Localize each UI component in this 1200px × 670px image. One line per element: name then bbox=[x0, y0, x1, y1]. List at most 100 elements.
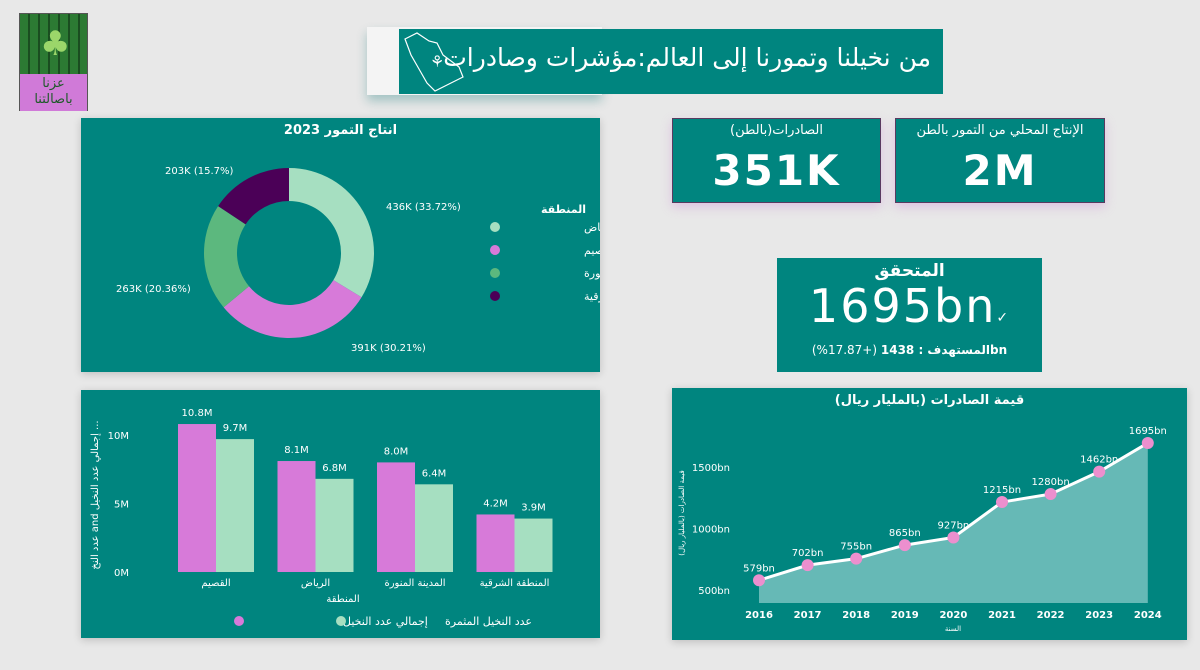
x-axis-title: المنطقة bbox=[326, 594, 359, 605]
legend-marker bbox=[490, 245, 500, 255]
bar-data-label: 6.4M bbox=[422, 468, 447, 479]
bar-data-label: 3.9M bbox=[521, 503, 546, 514]
bar-data-label: 10.8M bbox=[182, 408, 213, 419]
donut-data-label: 391K (30.21%) bbox=[351, 343, 426, 354]
x-tick-label: 2017 bbox=[794, 610, 822, 621]
data-point bbox=[753, 574, 765, 587]
x-tick-label: 2021 bbox=[988, 610, 1016, 621]
data-point bbox=[1141, 437, 1154, 450]
donut-slice bbox=[223, 280, 362, 338]
legend-item: إجمالي عدد النخيل bbox=[343, 615, 428, 628]
y-tick-label: 500bn bbox=[698, 586, 730, 597]
legend-marker bbox=[336, 616, 346, 626]
point-data-label: 1462bn bbox=[1080, 455, 1118, 466]
bar bbox=[277, 461, 316, 572]
x-tick-label: 2019 bbox=[891, 610, 919, 621]
data-point bbox=[947, 531, 960, 544]
data-point bbox=[1093, 465, 1106, 478]
x-category-label: المدينة المنورة bbox=[384, 578, 445, 589]
target-text: bnالمستهدف : 1438 bbox=[880, 343, 1008, 357]
donut-slice bbox=[218, 168, 289, 225]
bar bbox=[315, 478, 354, 572]
palm-tree-icon: ♣ bbox=[40, 24, 71, 64]
check-icon: ✓ bbox=[996, 310, 1011, 326]
point-data-label: 927bn bbox=[938, 520, 970, 531]
donut-slice bbox=[289, 168, 375, 298]
legend-marker bbox=[490, 222, 500, 232]
bar bbox=[178, 424, 216, 572]
donut-data-label: 436K (33.72%) bbox=[386, 202, 461, 213]
y-axis-title: عدد النخ and إجمالي عدد النخيل ... bbox=[90, 420, 101, 569]
exports-label: الصادرات(بالطن) bbox=[730, 123, 823, 138]
data-point bbox=[850, 552, 863, 565]
data-point bbox=[1044, 488, 1057, 501]
exports-tons-card: الصادرات(بالطن) 351K bbox=[672, 118, 881, 203]
y-tick-label: 10M bbox=[108, 431, 129, 442]
bar bbox=[216, 439, 254, 572]
bar bbox=[377, 462, 415, 572]
title-banner: ⚘ من نخيلنا وتمورنا إلى العالم:مؤشرات وص… bbox=[399, 29, 943, 94]
y-tick-label: 1500bn bbox=[692, 463, 730, 474]
bar-data-label: 8.1M bbox=[284, 445, 309, 456]
point-data-label: 1280bn bbox=[1032, 477, 1070, 488]
x-tick-label: 2024 bbox=[1134, 610, 1162, 621]
bar-chart: 0M 5M 10M 10.8M 9.7M القصيم 8.1M 6.8M الرياض 8.0M… bbox=[90, 408, 553, 628]
donut-slice bbox=[204, 206, 250, 308]
point-data-label: 579bn bbox=[743, 563, 775, 574]
x-tick-label: 2018 bbox=[842, 610, 870, 621]
bar bbox=[514, 518, 553, 572]
line-title: قيمة الصادرات (بالمليار ريال) bbox=[834, 393, 1025, 408]
x-category-label: الرياض bbox=[301, 578, 330, 589]
bar-data-label: 9.7M bbox=[223, 423, 248, 434]
donut-data-label: 263K (20.36%) bbox=[116, 284, 191, 295]
x-category-label: المنطقة الشرقية bbox=[480, 578, 550, 589]
legend-title: المنطقة bbox=[541, 203, 586, 216]
y-tick-label: 5M bbox=[114, 500, 129, 511]
area-chart: 500bn 1000bn 1500bn 579bn 2016 702bn 2017 755bn… bbox=[678, 426, 1167, 633]
y-tick-label: 1000bn bbox=[692, 525, 730, 536]
y-axis-title: قيمة الصادرات (بالمليار ريال) bbox=[678, 470, 686, 555]
production-value: 2M bbox=[962, 146, 1038, 195]
point-data-label: 865bn bbox=[889, 528, 921, 539]
logo-text-2: باصالتنا bbox=[34, 92, 73, 107]
donut-chart: 436K (33.72%) 391K (30.21%) 263K (20.36%) 2… bbox=[116, 166, 600, 354]
palms-bar-card: 0M 5M 10M 10.8M 9.7M القصيم 8.1M 6.8M الرياض 8.0M… bbox=[81, 390, 600, 638]
target-change: (+17.87%) bbox=[811, 343, 878, 357]
bar-data-label: 6.8M bbox=[322, 463, 347, 474]
achieved-value: 1695bn bbox=[808, 279, 997, 333]
y-tick-label: 0M bbox=[114, 568, 129, 579]
point-data-label: 1215bn bbox=[983, 485, 1021, 496]
x-tick-label: 2016 bbox=[745, 610, 773, 621]
point-data-label: 755bn bbox=[840, 542, 872, 553]
exports-value-card: قيمة الصادرات (بالمليار ريال) 500bn 1000b… bbox=[672, 388, 1187, 640]
svg-text:⚘: ⚘ bbox=[430, 52, 444, 71]
x-category-label: القصيم bbox=[201, 578, 230, 589]
logo: ♣ عزنا باصالتنا bbox=[19, 13, 88, 111]
data-point bbox=[996, 496, 1008, 509]
point-data-label: 702bn bbox=[792, 548, 824, 559]
legend-marker bbox=[490, 291, 500, 301]
legend-item: الرياض bbox=[584, 221, 600, 234]
legend-marker bbox=[234, 616, 244, 626]
data-point bbox=[898, 539, 911, 552]
x-tick-label: 2020 bbox=[939, 610, 967, 621]
saudi-map-icon: ⚘ bbox=[404, 32, 464, 92]
bar-data-label: 8.0M bbox=[384, 446, 409, 457]
x-axis-title: السنة bbox=[945, 625, 961, 633]
legend-item: المنطقة الشرقية bbox=[584, 290, 600, 303]
logo-text-1: عزنا bbox=[42, 76, 65, 91]
legend-item: القصيم bbox=[584, 244, 600, 257]
x-tick-label: 2022 bbox=[1037, 610, 1065, 621]
data-point bbox=[801, 559, 814, 572]
page-title: من نخيلنا وتمورنا إلى العالم:مؤشرات وصاد… bbox=[443, 43, 931, 72]
exports-value: 351K bbox=[712, 146, 841, 195]
production-label: الإنتاج المحلي من التمور بالطن bbox=[916, 123, 1084, 138]
donut-title: انتاج التمور 2023 bbox=[283, 123, 398, 138]
point-data-label: 1695bn bbox=[1129, 426, 1167, 437]
legend-item: عدد النخيل المثمرة bbox=[445, 615, 532, 628]
achieved-card: المتحقق 1695bn✓ bnالمستهدف : 1438 (+17.8… bbox=[777, 258, 1042, 372]
legend-marker bbox=[490, 268, 500, 278]
x-tick-label: 2023 bbox=[1085, 610, 1113, 621]
bar bbox=[415, 484, 453, 572]
production-donut-card: انتاج التمور 2023 436K (33.72%) 391K (30.… bbox=[81, 118, 600, 372]
